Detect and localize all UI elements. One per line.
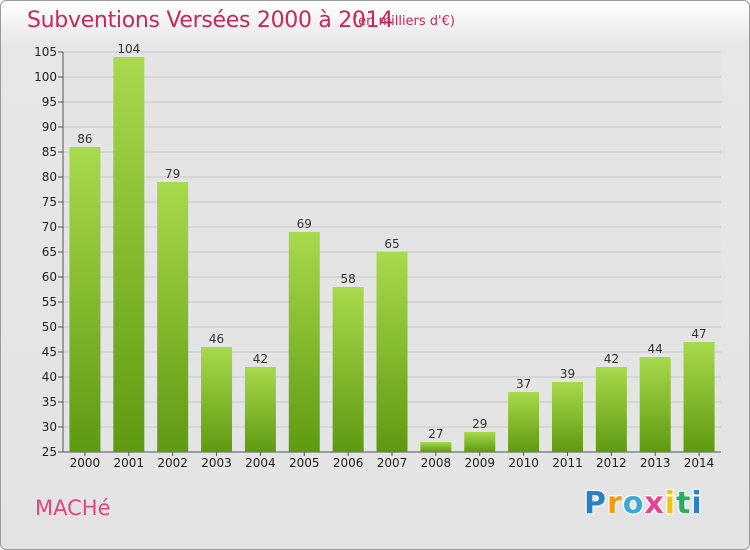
logo-letter: r	[607, 486, 623, 521]
value-label: 79	[165, 167, 180, 181]
y-tick-label: 100	[34, 70, 57, 84]
bar-2008	[420, 442, 452, 452]
x-tick-label: 2003	[201, 456, 232, 470]
commune-name: MACHé	[35, 496, 111, 520]
value-label: 44	[648, 342, 663, 356]
value-label: 42	[253, 352, 268, 366]
x-tick-label: 2014	[684, 456, 715, 470]
y-tick-label: 65	[42, 245, 57, 259]
value-label: 29	[472, 417, 487, 431]
logo-letter: x	[644, 486, 665, 521]
bar-2000	[69, 147, 101, 452]
x-tick-label: 2004	[245, 456, 276, 470]
x-tick-label: 2012	[596, 456, 627, 470]
value-label: 104	[117, 42, 140, 56]
y-tick-label: 80	[42, 170, 57, 184]
x-tick-label: 2009	[464, 456, 495, 470]
bar-2006	[332, 287, 364, 452]
x-tick-label: 2001	[114, 456, 145, 470]
value-label: 69	[297, 217, 312, 231]
x-tick-label: 2005	[289, 456, 320, 470]
bar-2010	[508, 392, 540, 452]
value-label: 42	[604, 352, 619, 366]
y-tick-label: 45	[42, 345, 57, 359]
unit-note: (en milliers d'€)	[353, 14, 455, 29]
bar-2004	[244, 367, 276, 452]
bar-2012	[595, 367, 627, 452]
x-tick-label: 2006	[333, 456, 364, 470]
logo-letter: o	[622, 486, 645, 521]
bars	[69, 57, 715, 452]
value-label: 46	[209, 332, 224, 346]
bar-2013	[639, 357, 671, 452]
y-tick-label: 40	[42, 370, 57, 384]
value-label: 58	[340, 272, 355, 286]
y-tick-label: 90	[42, 120, 57, 134]
bar-2002	[157, 182, 189, 452]
y-tick-label: 25	[42, 445, 57, 459]
y-tick-label: 70	[42, 220, 57, 234]
y-tick-label: 35	[42, 395, 57, 409]
bar-2014	[683, 342, 715, 452]
y-tick-label: 60	[42, 270, 57, 284]
value-label: 39	[560, 367, 575, 381]
value-label: 27	[428, 427, 443, 441]
bar-2003	[201, 347, 233, 452]
value-label: 37	[516, 377, 531, 391]
x-tick-label: 2008	[421, 456, 452, 470]
y-tick-label: 75	[42, 195, 57, 209]
bar-2005	[288, 232, 320, 452]
x-tick-label: 2000	[70, 456, 101, 470]
x-tick-label: 2010	[508, 456, 539, 470]
labels: 2000 86 2001 104 2002 79 2003 46 2004 42 2005 69 200…	[70, 42, 715, 470]
y-tick-label: 55	[42, 295, 57, 309]
bar-2011	[551, 382, 583, 452]
x-tick-label: 2007	[377, 456, 408, 470]
x-tick-label: 2013	[640, 456, 671, 470]
logo-letter: i	[664, 486, 677, 521]
bar-2001	[113, 57, 145, 452]
bar-2009	[464, 432, 496, 452]
logo-letter: t	[676, 486, 692, 521]
value-label: 47	[691, 327, 706, 341]
logo-letter: P	[584, 486, 607, 521]
chart-title: Subventions Versées 2000 à 2014	[27, 8, 394, 33]
bar-2007	[376, 252, 408, 452]
y-tick-label: 30	[42, 420, 57, 434]
logo-letter: i	[691, 486, 703, 521]
value-label: 65	[384, 237, 399, 251]
value-label: 86	[77, 132, 92, 146]
y-tick-label: 105	[34, 45, 57, 59]
x-tick-label: 2011	[552, 456, 583, 470]
x-tick-label: 2002	[157, 456, 188, 470]
y-tick-label: 50	[42, 320, 57, 334]
y-tick-label: 95	[42, 95, 57, 109]
proxiti-logo: Proxiti	[584, 486, 703, 521]
y-tick-label: 85	[42, 145, 57, 159]
